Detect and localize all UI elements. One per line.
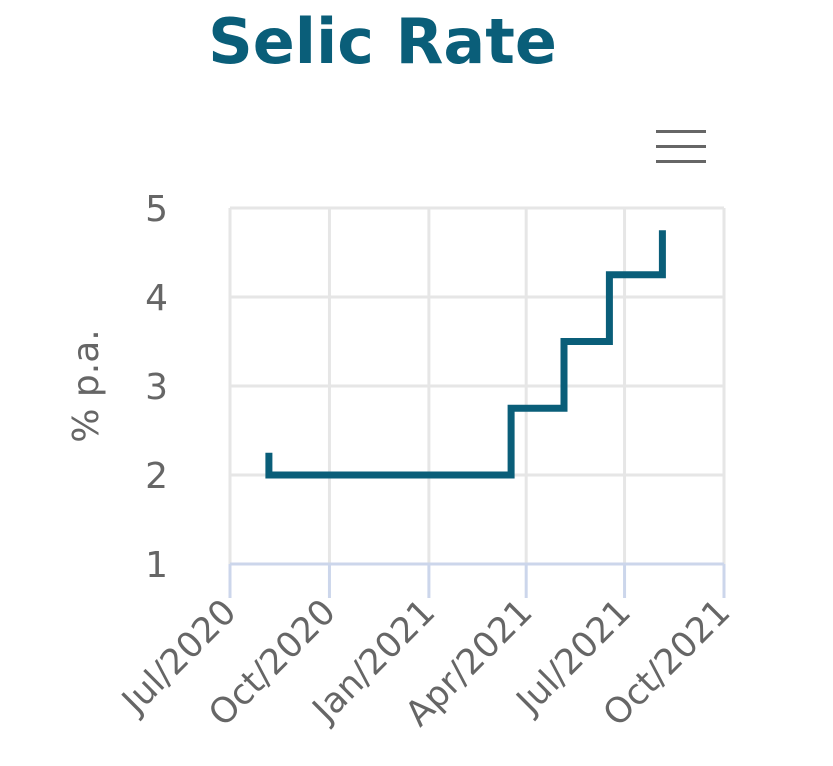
series-layer bbox=[265, 230, 666, 479]
y-axis-title: % p.a. bbox=[66, 329, 107, 442]
chart-menu-button[interactable] bbox=[648, 122, 714, 174]
y-tick-label: 1 bbox=[145, 545, 168, 586]
y-tick-label: 3 bbox=[145, 367, 168, 408]
grid-lines bbox=[228, 206, 726, 564]
y-tick-label: 4 bbox=[145, 278, 168, 319]
y-axis-ticks: 1 2 3 4 5 bbox=[145, 189, 168, 586]
series-line bbox=[265, 230, 666, 479]
chart-title: Selic Rate bbox=[208, 5, 557, 78]
y-tick-label: 2 bbox=[145, 456, 168, 497]
hamburger-menu-icon bbox=[656, 130, 706, 133]
x-axis bbox=[228, 562, 726, 598]
y-tick-label: 5 bbox=[145, 189, 168, 230]
x-axis-ticks: Jul/2020Oct/2020Jan/2021Apr/2021Jul/2021… bbox=[113, 592, 738, 734]
